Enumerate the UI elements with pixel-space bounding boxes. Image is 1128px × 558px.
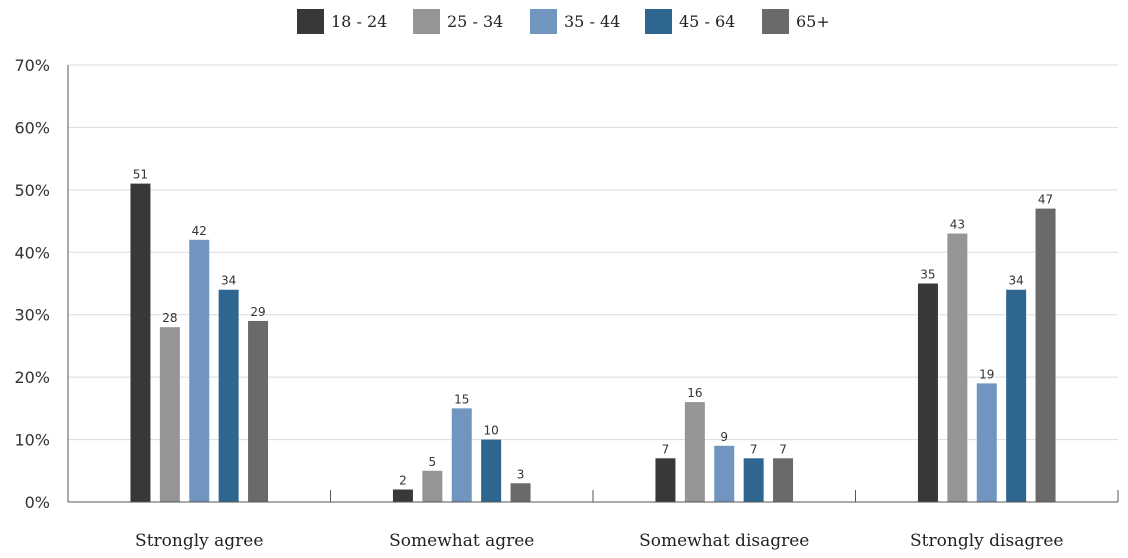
- bar: [189, 239, 210, 503]
- x-axis: Strongly agree Somewhat agree Somewhat dis…: [67, 490, 1119, 551]
- legend-swatch: [762, 9, 789, 34]
- x-tick-label: Strongly disagree: [910, 531, 1063, 551]
- y-tick-label: 60%: [14, 118, 50, 137]
- legend-swatch: [530, 9, 557, 34]
- bar: [684, 402, 705, 502]
- data-label: 34: [1009, 274, 1024, 288]
- bar: [159, 327, 180, 502]
- bar: [481, 439, 502, 502]
- y-axis: 0% 10% 20% 30% 40% 50% 60% 70%: [14, 56, 69, 512]
- bar: [392, 489, 413, 502]
- y-tick-label: 70%: [14, 56, 50, 75]
- bar: [976, 383, 997, 502]
- data-label: 7: [779, 442, 787, 456]
- data-label: 42: [192, 224, 207, 238]
- data-label: 43: [950, 218, 965, 232]
- bar: [451, 408, 472, 502]
- data-label: 28: [162, 311, 177, 325]
- data-label: 16: [687, 386, 702, 400]
- legend-swatch: [645, 9, 672, 34]
- legend-swatch: [297, 9, 324, 34]
- data-label: 7: [662, 442, 670, 456]
- data-label: 5: [429, 455, 437, 469]
- bar: [130, 183, 151, 502]
- data-label: 15: [454, 392, 469, 406]
- bar: [248, 320, 269, 502]
- data-label: 34: [221, 274, 236, 288]
- bar: [714, 445, 735, 502]
- bars: 51 28 42 34 29 2 5 15 10 3 7 16 9 7 7 35 43 19 34 47: [130, 168, 1056, 503]
- bar: [1035, 208, 1056, 503]
- y-tick-label: 40%: [14, 243, 50, 262]
- legend-swatch: [413, 9, 440, 34]
- legend-label: 35 - 44: [564, 12, 620, 31]
- x-tick-label: Somewhat agree: [389, 531, 534, 551]
- legend: 18 - 24 25 - 34 35 - 44 45 - 64 65+: [297, 9, 830, 34]
- data-label: 3: [517, 467, 525, 481]
- bar: [510, 483, 531, 502]
- bar: [947, 233, 968, 503]
- y-tick-label: 30%: [14, 306, 50, 325]
- data-label: 29: [250, 305, 265, 319]
- legend-label: 45 - 64: [679, 12, 735, 31]
- bar: [743, 458, 764, 502]
- gridlines: [68, 64, 1118, 441]
- data-label: 35: [920, 268, 935, 282]
- legend-label: 18 - 24: [331, 12, 387, 31]
- legend-label: 65+: [796, 12, 830, 31]
- bar: [422, 470, 443, 502]
- y-tick-label: 20%: [14, 368, 50, 387]
- bar: [1006, 289, 1027, 502]
- bar: [773, 458, 794, 502]
- data-label: 2: [399, 474, 407, 488]
- data-label: 47: [1038, 193, 1053, 207]
- y-tick-label: 10%: [14, 431, 50, 450]
- legend-label: 25 - 34: [447, 12, 503, 31]
- data-label: 9: [720, 430, 728, 444]
- y-tick-label: 50%: [14, 181, 50, 200]
- data-label: 7: [750, 442, 758, 456]
- bar: [218, 289, 239, 502]
- bar: [655, 458, 676, 502]
- data-label: 19: [979, 367, 994, 381]
- data-label: 51: [133, 168, 148, 182]
- bar: [917, 283, 938, 502]
- data-label: 10: [484, 424, 499, 438]
- x-tick-label: Somewhat disagree: [639, 531, 809, 551]
- y-tick-label: 0%: [25, 493, 50, 512]
- x-tick-label: Strongly agree: [135, 531, 263, 551]
